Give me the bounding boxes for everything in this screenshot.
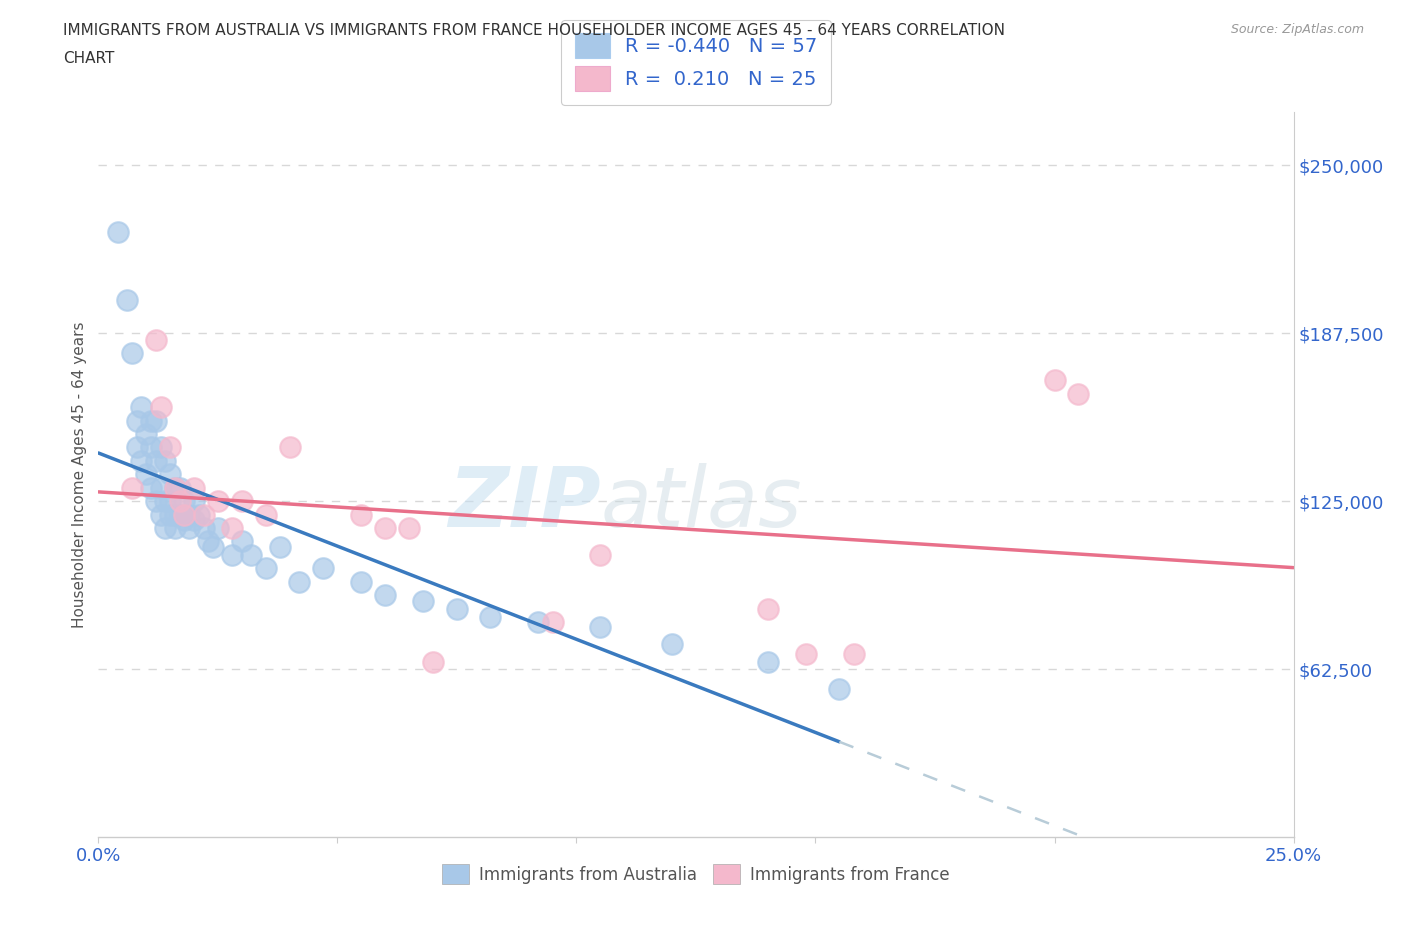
Point xyxy=(183,512,205,527)
Point xyxy=(159,440,181,455)
Point xyxy=(231,534,253,549)
Point xyxy=(193,521,215,536)
Point xyxy=(125,440,148,455)
Point xyxy=(254,561,277,576)
Point xyxy=(159,494,181,509)
Point xyxy=(254,507,277,522)
Point xyxy=(159,507,181,522)
Text: atlas: atlas xyxy=(600,463,801,544)
Text: CHART: CHART xyxy=(63,51,115,66)
Point xyxy=(125,413,148,428)
Point xyxy=(179,507,201,522)
Point xyxy=(1067,386,1090,401)
Point xyxy=(661,636,683,651)
Point xyxy=(163,480,186,495)
Point xyxy=(145,413,167,428)
Text: Source: ZipAtlas.com: Source: ZipAtlas.com xyxy=(1230,23,1364,36)
Point xyxy=(115,292,138,307)
Point xyxy=(374,588,396,603)
Point xyxy=(139,440,162,455)
Point xyxy=(422,655,444,670)
Point xyxy=(589,548,612,563)
Legend: Immigrants from Australia, Immigrants from France: Immigrants from Australia, Immigrants fr… xyxy=(436,857,956,890)
Point xyxy=(527,615,550,630)
Point xyxy=(269,539,291,554)
Point xyxy=(155,521,177,536)
Point xyxy=(479,609,502,624)
Point xyxy=(207,494,229,509)
Point xyxy=(541,615,564,630)
Point xyxy=(756,655,779,670)
Point xyxy=(240,548,263,563)
Point xyxy=(446,601,468,616)
Point xyxy=(173,507,195,522)
Point xyxy=(163,507,186,522)
Point xyxy=(756,601,779,616)
Point xyxy=(135,427,157,442)
Point xyxy=(179,521,201,536)
Point xyxy=(288,575,311,590)
Point xyxy=(149,507,172,522)
Point xyxy=(121,346,143,361)
Point xyxy=(374,521,396,536)
Point xyxy=(145,454,167,469)
Point xyxy=(231,494,253,509)
Y-axis label: Householder Income Ages 45 - 64 years: Householder Income Ages 45 - 64 years xyxy=(72,321,87,628)
Point xyxy=(163,480,186,495)
Point xyxy=(202,539,225,554)
Point xyxy=(412,593,434,608)
Point xyxy=(221,548,243,563)
Point xyxy=(193,507,215,522)
Point xyxy=(197,534,219,549)
Point xyxy=(145,333,167,348)
Point xyxy=(173,494,195,509)
Point xyxy=(1043,373,1066,388)
Point xyxy=(187,507,209,522)
Point xyxy=(135,467,157,482)
Point xyxy=(589,620,612,635)
Point xyxy=(221,521,243,536)
Point xyxy=(828,682,851,697)
Point xyxy=(163,521,186,536)
Point xyxy=(159,467,181,482)
Point xyxy=(149,440,172,455)
Point xyxy=(155,494,177,509)
Point xyxy=(207,521,229,536)
Point xyxy=(312,561,335,576)
Point xyxy=(169,494,191,509)
Point xyxy=(131,454,153,469)
Point xyxy=(155,454,177,469)
Point xyxy=(169,507,191,522)
Point xyxy=(121,480,143,495)
Point xyxy=(131,400,153,415)
Point xyxy=(842,647,865,662)
Point xyxy=(169,480,191,495)
Point xyxy=(794,647,817,662)
Point xyxy=(183,480,205,495)
Text: IMMIGRANTS FROM AUSTRALIA VS IMMIGRANTS FROM FRANCE HOUSEHOLDER INCOME AGES 45 -: IMMIGRANTS FROM AUSTRALIA VS IMMIGRANTS … xyxy=(63,23,1005,38)
Point xyxy=(183,494,205,509)
Point xyxy=(139,413,162,428)
Point xyxy=(149,400,172,415)
Point xyxy=(398,521,420,536)
Point xyxy=(149,480,172,495)
Point xyxy=(350,507,373,522)
Point xyxy=(139,480,162,495)
Point xyxy=(145,494,167,509)
Point xyxy=(107,225,129,240)
Point xyxy=(173,512,195,527)
Point xyxy=(278,440,301,455)
Point xyxy=(350,575,373,590)
Text: ZIP: ZIP xyxy=(447,463,600,544)
